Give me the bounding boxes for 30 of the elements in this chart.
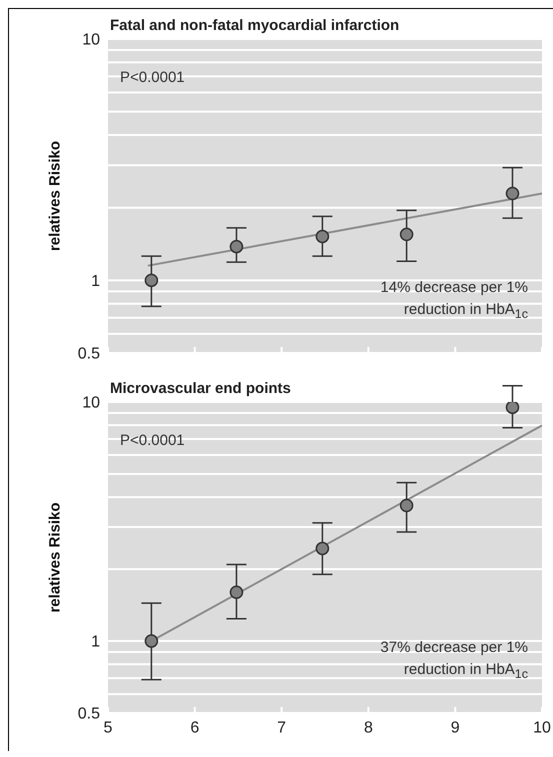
point [230,586,244,599]
annotation: 37% decrease per 1% reduction in HbA$_{1c}$ [379,638,529,683]
annotation: P<0.0001 [119,68,186,88]
x-tick-label: 7 [277,719,286,736]
chart-title: Fatal and non-fatal myocardial infarction [110,17,400,34]
y-tick-label: 0.5 [78,706,100,723]
x-tick-label: 8 [364,719,373,736]
point [144,634,158,648]
y-tick-label: 10 [82,32,100,49]
point [400,228,414,242]
point [400,498,414,512]
y-axis-title: relatives Risiko [46,502,64,613]
point [316,542,330,556]
y-tick-label: 1 [91,634,100,651]
y-tick-label: 1 [91,273,100,290]
x-tick-label: 6 [190,719,200,736]
annotation: 14% decrease per 1% reduction in HbA$_{1c}$ [379,278,529,323]
x-tick-label: 9 [450,719,460,736]
point [144,274,158,288]
point [506,186,520,200]
point [506,402,520,414]
x-tick-label: 10 [533,719,551,736]
y-tick-label: 10 [82,394,100,412]
y-axis-title: relatives Risiko [46,140,64,252]
annotation: P<0.0001 [119,431,186,451]
chart-title: Microvascular end points [110,380,291,397]
point [316,230,330,244]
y-tick-label: 0.5 [78,346,100,363]
x-tick-label: 5 [104,719,113,736]
point [230,240,244,254]
